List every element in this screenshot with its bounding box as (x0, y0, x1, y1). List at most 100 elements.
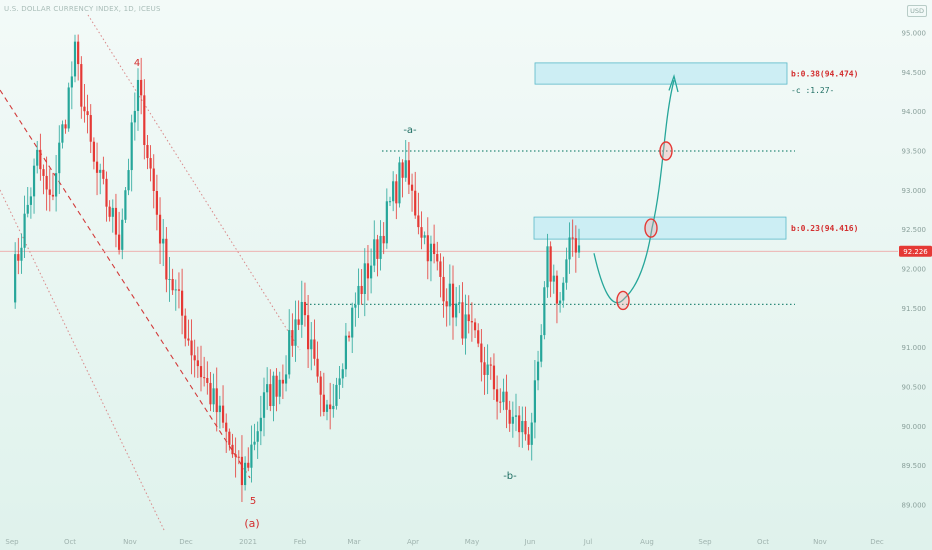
candle-body (130, 122, 133, 171)
candle-body (190, 340, 193, 356)
y-axis: 95.000 94.500 94.000 93.500 93.000 92.500 92.0… (902, 30, 927, 510)
projection-path[interactable] (593, 80, 675, 304)
candle-body (492, 365, 496, 390)
candle-body (429, 243, 433, 262)
x-tick-label: Aug (640, 538, 654, 546)
candle-body (307, 315, 310, 350)
candle-body (174, 289, 177, 291)
candle-body (102, 169, 105, 179)
candle-body (114, 207, 118, 235)
candle-body (439, 261, 442, 277)
candle-body (262, 392, 266, 418)
candle-body (237, 456, 240, 458)
candle-body (470, 321, 473, 323)
candle-body (206, 378, 209, 383)
candle-body (55, 173, 58, 197)
candle-body (559, 300, 562, 304)
candle-body (521, 420, 524, 433)
projection-arrowhead (668, 74, 679, 93)
candle-body (502, 391, 505, 403)
candle-body (379, 235, 382, 259)
x-tick-label: Nov (813, 538, 827, 546)
candle-body (571, 237, 574, 239)
highlight-ellipse[interactable] (659, 141, 673, 161)
candle-body (64, 124, 67, 129)
y-tick-label: 90.500 (902, 384, 927, 392)
x-tick-label: Mar (347, 538, 360, 546)
candle-body (395, 181, 398, 204)
candle-body (234, 454, 237, 457)
candle-body (322, 394, 325, 412)
candle-body (496, 389, 499, 402)
candle-body (23, 213, 26, 248)
target-zone-box[interactable] (533, 216, 787, 240)
candle-body (401, 162, 404, 178)
candle-body (77, 41, 80, 65)
candle-body (442, 276, 445, 302)
candle-body (499, 401, 502, 403)
candle-body (14, 254, 17, 303)
candle-body (436, 254, 439, 262)
candle-body (407, 160, 410, 185)
candle-body (203, 377, 206, 379)
x-tick-label: Dec (870, 538, 884, 546)
x-tick-label: Jun (524, 538, 536, 546)
candle-body (187, 338, 190, 341)
candle-body (354, 304, 357, 308)
candle-body (256, 431, 259, 442)
candle-body (99, 169, 102, 173)
candle-body (335, 384, 338, 406)
candle-body (486, 364, 489, 375)
candle-body (467, 314, 470, 322)
candle-body (458, 302, 461, 304)
candle-body (61, 124, 64, 143)
candle-body (347, 335, 351, 338)
candle-body (341, 369, 344, 379)
target-zone-label: b:0.38(94.474) (791, 70, 858, 79)
candle-body (259, 417, 262, 432)
highlight-ellipse[interactable] (644, 218, 658, 238)
candle-body (155, 191, 158, 215)
y-tick-label: 89.000 (902, 502, 927, 510)
wave-label: -a- (403, 125, 417, 136)
x-tick-label: Nov (123, 538, 137, 546)
candle-body (552, 275, 555, 282)
candle-body (51, 194, 55, 197)
currency-badge[interactable]: USD (907, 5, 927, 17)
candle-body (212, 388, 215, 405)
target-zone-box[interactable] (534, 62, 788, 85)
candle-body (95, 161, 99, 173)
candle-body (121, 219, 124, 250)
x-tick-label: Jul (583, 538, 593, 546)
trend-channel (0, 14, 301, 533)
candle-body (316, 358, 319, 377)
candle-body (215, 388, 218, 413)
candle-body (118, 234, 121, 250)
candle-body (275, 375, 278, 397)
candle-body (36, 149, 39, 166)
candle-body (373, 239, 376, 266)
candle-body (357, 285, 360, 305)
highlight-ellipse[interactable] (616, 290, 630, 311)
wave-label: (a) (244, 517, 259, 530)
wave-label: 4 (134, 58, 140, 69)
candle-body (527, 434, 530, 445)
x-tick-label: Dec (179, 538, 193, 546)
candle-body (562, 282, 565, 301)
y-tick-label: 92.000 (902, 266, 927, 274)
candle-body (574, 238, 577, 253)
candle-body (533, 380, 536, 423)
candle-body (338, 378, 341, 385)
projection (593, 74, 679, 311)
candle-body (247, 462, 250, 468)
candle-body (199, 366, 203, 378)
candle-body (67, 87, 70, 129)
candle-body (294, 319, 297, 346)
candle-body (388, 201, 392, 203)
candle-body (376, 239, 379, 259)
wave-label: 5 (250, 496, 256, 507)
x-tick-label: Oct (757, 538, 769, 546)
candle-body (133, 110, 136, 123)
candle-body (351, 307, 354, 338)
